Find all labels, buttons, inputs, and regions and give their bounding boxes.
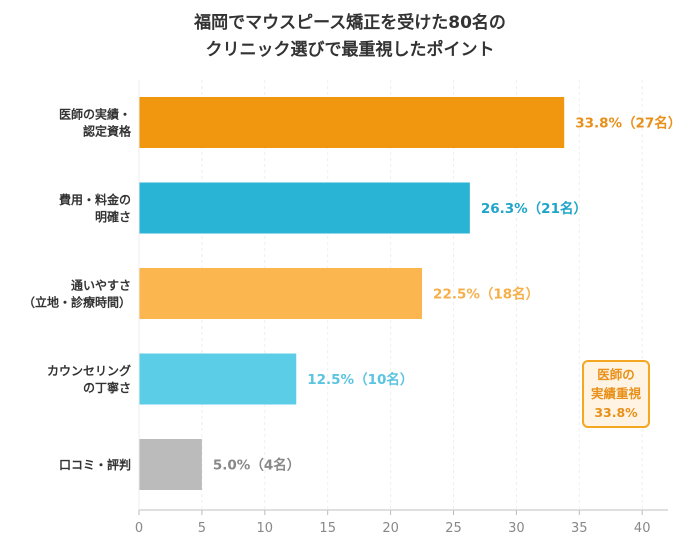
bar bbox=[139, 353, 297, 405]
value-label: 5.0%（4名） bbox=[213, 457, 300, 474]
bar bbox=[139, 439, 202, 490]
annotation-line-2: 実績重視 bbox=[590, 386, 641, 401]
bar bbox=[139, 97, 565, 148]
value-label: 33.8%（27名） bbox=[575, 115, 681, 132]
chart-title: 福岡でマウスピース矯正を受けた80名の クリニック選びで最重視したポイント bbox=[0, 10, 700, 64]
bar bbox=[139, 268, 423, 319]
category-label: 通いやすさ bbox=[71, 278, 131, 293]
x-tick-label: 25 bbox=[445, 521, 462, 536]
value-label: 12.5%（10名） bbox=[307, 371, 413, 388]
x-tick-label: 0 bbox=[135, 521, 143, 536]
category-label: 認定資格 bbox=[83, 124, 132, 139]
x-tick-label: 10 bbox=[257, 521, 274, 536]
chart-title-line-2: クリニック選びで最重視したポイント bbox=[205, 40, 495, 60]
category-label: の丁寧さ bbox=[83, 380, 131, 395]
annotation-line-1: 医師の bbox=[597, 367, 635, 382]
x-tick-label: 20 bbox=[382, 521, 399, 536]
x-tick-label: 35 bbox=[571, 521, 588, 536]
x-tick-label: 30 bbox=[508, 521, 525, 536]
category-label: 費用・料金の bbox=[59, 192, 131, 207]
x-tick-label: 15 bbox=[319, 521, 336, 536]
x-tick-label: 40 bbox=[634, 521, 651, 536]
annotation-line-3: 33.8% bbox=[594, 405, 638, 420]
bar bbox=[139, 182, 470, 234]
category-label: 明確さ bbox=[95, 209, 131, 224]
value-label: 26.3%（21名） bbox=[481, 200, 587, 217]
value-label: 22.5%（18名） bbox=[433, 286, 539, 303]
category-label: 医師の実績・ bbox=[59, 107, 131, 122]
category-label: （立地・診療時間） bbox=[23, 295, 131, 310]
category-label: 口コミ・評判 bbox=[59, 457, 131, 472]
category-label: カウンセリング bbox=[47, 363, 131, 378]
annotation-callout: 医師の 実績重視 33.8% bbox=[582, 360, 650, 428]
x-tick-label: 5 bbox=[198, 521, 206, 536]
bars bbox=[139, 97, 565, 490]
chart-title-line-1: 福岡でマウスピース矯正を受けた80名の bbox=[194, 13, 506, 33]
x-axis: 0 5 10 15 20 25 30 35 40 bbox=[135, 80, 668, 536]
value-labels: 33.8%（27名） 26.3%（21名） 22.5%（18名） 12.5%（10名）… bbox=[213, 115, 681, 474]
